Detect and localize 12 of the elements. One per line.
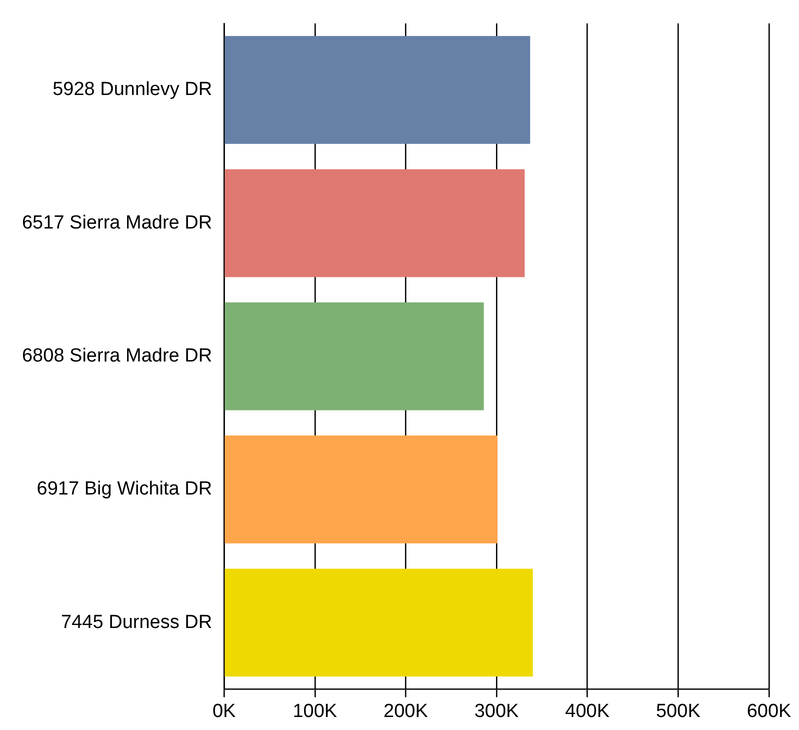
- x-tick-label: 300K: [474, 700, 520, 722]
- x-tick-label: 200K: [384, 700, 428, 722]
- y-tick-label: 6917 Big Wichita DR: [36, 478, 212, 500]
- y-tick-label: 6517 Sierra Madre DR: [22, 212, 212, 234]
- x-tick-label: 600K: [746, 700, 792, 722]
- x-tick-label: 500K: [656, 700, 701, 722]
- y-tick-label: 6808 Sierra Madre DR: [22, 346, 212, 367]
- x-tick-label: 100K: [292, 700, 338, 722]
- x-tick-label: 0K: [212, 700, 236, 722]
- y-tick-label: 5928 Dunnlevy DR: [52, 79, 212, 100]
- x-tick-label: 400K: [565, 700, 610, 722]
- y-tick-label: 7445 Durness DR: [61, 612, 212, 633]
